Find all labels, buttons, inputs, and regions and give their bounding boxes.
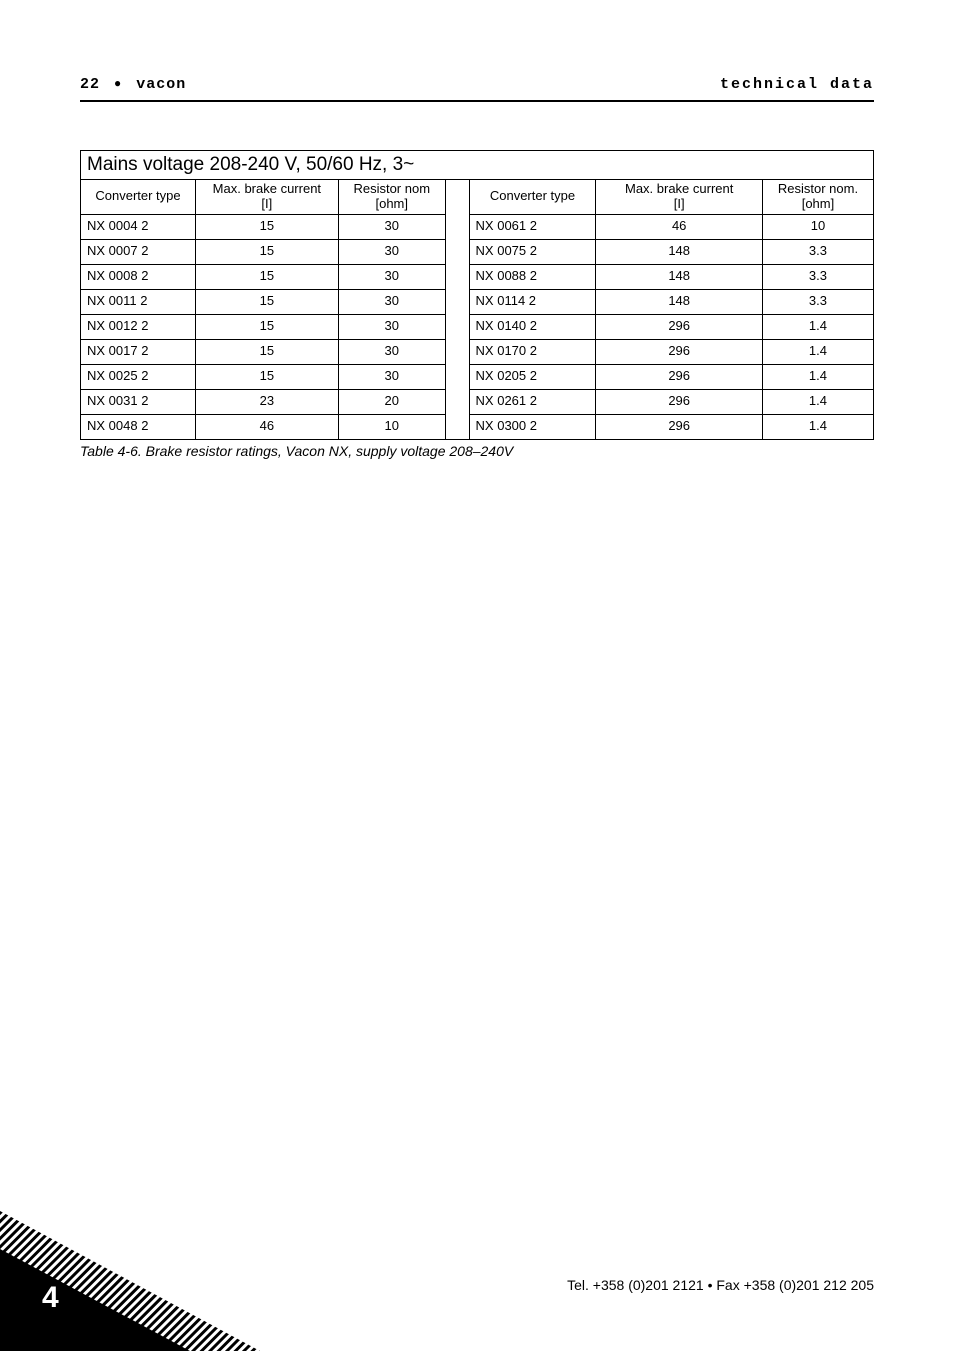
cell: NX 0007 2 — [81, 239, 196, 264]
table-row: NX 0007 2 15 30 NX 0075 2 148 3.3 — [81, 239, 874, 264]
footer-contact: Tel. +358 (0)201 2121 • Fax +358 (0)201 … — [567, 1277, 874, 1293]
cell: 296 — [596, 314, 763, 339]
chapter-number: 4 — [42, 1281, 59, 1315]
cell: 23 — [195, 389, 338, 414]
table-row: NX 0048 2 46 10 NX 0300 2 296 1.4 — [81, 414, 874, 439]
cell: 148 — [596, 289, 763, 314]
cell: 10 — [338, 414, 445, 439]
cell: 30 — [338, 289, 445, 314]
cell: 15 — [195, 339, 338, 364]
cell: 30 — [338, 264, 445, 289]
cell: 30 — [338, 364, 445, 389]
cell: 296 — [596, 414, 763, 439]
cell: 30 — [338, 214, 445, 239]
table-row: NX 0011 2 15 30 NX 0114 2 148 3.3 — [81, 289, 874, 314]
cell: 46 — [195, 414, 338, 439]
cell: NX 0011 2 — [81, 289, 196, 314]
cell: 296 — [596, 339, 763, 364]
cell: NX 0300 2 — [469, 414, 596, 439]
table-row: NX 0004 2 15 30 NX 0061 2 46 10 — [81, 214, 874, 239]
col-header: Resistor nom[ohm] — [338, 179, 445, 214]
cell: NX 0048 2 — [81, 414, 196, 439]
cell: NX 0004 2 — [81, 214, 196, 239]
cell: NX 0261 2 — [469, 389, 596, 414]
section-title: technical data — [720, 76, 874, 93]
cell: 296 — [596, 364, 763, 389]
cell: 15 — [195, 364, 338, 389]
cell: NX 0025 2 — [81, 364, 196, 389]
bullet-icon: ● — [114, 77, 122, 91]
brand-name: vacon — [136, 76, 186, 93]
table-caption: Table 4-6. Brake resistor ratings, Vacon… — [80, 443, 874, 459]
cell: NX 0088 2 — [469, 264, 596, 289]
table-row: NX 0017 2 15 30 NX 0170 2 296 1.4 — [81, 339, 874, 364]
table-row: NX 0031 2 23 20 NX 0261 2 296 1.4 — [81, 389, 874, 414]
cell: NX 0114 2 — [469, 289, 596, 314]
corner-graphic — [0, 1211, 260, 1351]
table-row: NX 0012 2 15 30 NX 0140 2 296 1.4 — [81, 314, 874, 339]
cell: 15 — [195, 289, 338, 314]
brake-resistor-table: Mains voltage 208-240 V, 50/60 Hz, 3~ Co… — [80, 150, 874, 440]
table-row: NX 0008 2 15 30 NX 0088 2 148 3.3 — [81, 264, 874, 289]
cell: 3.3 — [762, 239, 873, 264]
cell: NX 0205 2 — [469, 364, 596, 389]
cell: 15 — [195, 214, 338, 239]
header-rule — [80, 100, 874, 102]
cell: 1.4 — [762, 414, 873, 439]
col-header: Max. brake current[I] — [195, 179, 338, 214]
cell: NX 0061 2 — [469, 214, 596, 239]
table-title: Mains voltage 208-240 V, 50/60 Hz, 3~ — [81, 151, 874, 180]
cell: NX 0017 2 — [81, 339, 196, 364]
cell: NX 0012 2 — [81, 314, 196, 339]
col-header: Converter type — [469, 179, 596, 214]
cell: 3.3 — [762, 289, 873, 314]
col-header: Max. brake current[I] — [596, 179, 763, 214]
cell: 46 — [596, 214, 763, 239]
cell: NX 0170 2 — [469, 339, 596, 364]
cell: 1.4 — [762, 314, 873, 339]
page-header: 22 ● vacon technical data — [80, 76, 874, 93]
cell: 30 — [338, 314, 445, 339]
col-header: Converter type — [81, 179, 196, 214]
cell: 1.4 — [762, 389, 873, 414]
cell: 10 — [762, 214, 873, 239]
cell: 15 — [195, 314, 338, 339]
cell: 3.3 — [762, 264, 873, 289]
cell: 296 — [596, 389, 763, 414]
cell: 1.4 — [762, 339, 873, 364]
page-number: 22 — [80, 76, 100, 93]
content-area: Mains voltage 208-240 V, 50/60 Hz, 3~ Co… — [80, 150, 874, 459]
cell: 1.4 — [762, 364, 873, 389]
cell: 15 — [195, 239, 338, 264]
cell: NX 0008 2 — [81, 264, 196, 289]
cell: 30 — [338, 339, 445, 364]
col-header: Resistor nom.[ohm] — [762, 179, 873, 214]
table-header-row: Converter type Max. brake current[I] Res… — [81, 179, 874, 214]
cell: 148 — [596, 264, 763, 289]
cell: 15 — [195, 264, 338, 289]
cell: 148 — [596, 239, 763, 264]
table-row: NX 0025 2 15 30 NX 0205 2 296 1.4 — [81, 364, 874, 389]
header-left: 22 ● vacon — [80, 76, 186, 93]
cell: NX 0031 2 — [81, 389, 196, 414]
cell: 20 — [338, 389, 445, 414]
cell: NX 0140 2 — [469, 314, 596, 339]
cell: 30 — [338, 239, 445, 264]
cell: NX 0075 2 — [469, 239, 596, 264]
table-title-row: Mains voltage 208-240 V, 50/60 Hz, 3~ — [81, 151, 874, 180]
gap-cell — [445, 179, 469, 439]
